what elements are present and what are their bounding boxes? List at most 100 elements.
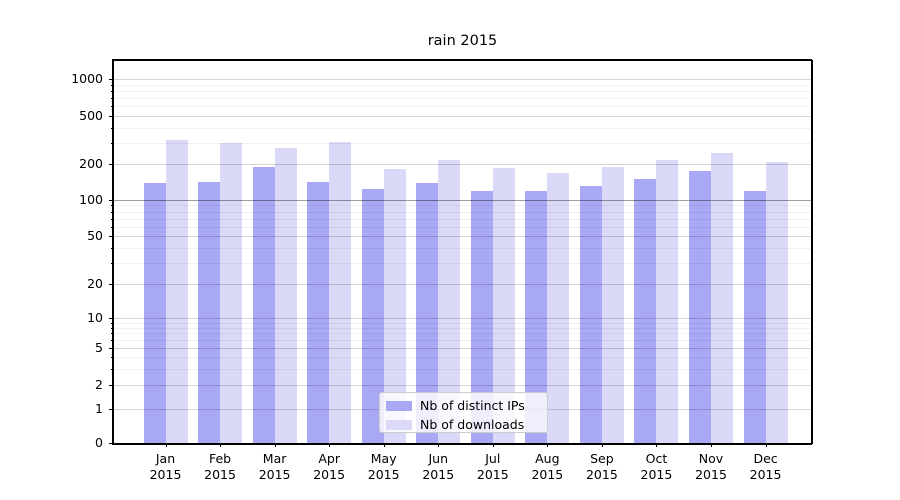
axis-spine-top (112, 59, 812, 61)
gridline (113, 79, 812, 80)
bar-distinct-ips (143, 182, 166, 443)
x-tick-mark (492, 443, 494, 447)
bar-downloads (220, 143, 243, 443)
y-tick-label: 100 (79, 192, 103, 207)
legend-swatch-distinct-ips (386, 400, 412, 411)
y-tick-mark (109, 385, 113, 386)
x-tick-mark (220, 443, 222, 447)
x-tick-label: Oct 2015 (640, 451, 673, 482)
bar-downloads (547, 173, 570, 443)
y-tick-label: 20 (87, 276, 103, 291)
y-tick-label: 50 (87, 228, 103, 243)
x-tick-label: Feb 2015 (204, 451, 236, 482)
gridline (113, 84, 812, 86)
y-minor-tick-mark (111, 84, 113, 86)
x-tick-label: Apr 2015 (313, 451, 346, 482)
plot-area (113, 60, 812, 443)
bar-distinct-ips (470, 190, 493, 443)
bar-downloads (711, 153, 733, 443)
bar-downloads (492, 168, 515, 443)
gridline (113, 127, 812, 129)
y-tick-label: 10 (87, 310, 103, 325)
legend-label-distinct-ips: Nb of distinct IPs (420, 398, 525, 413)
y-tick-mark (109, 164, 113, 165)
legend-label-downloads: Nb of downloads (420, 417, 525, 432)
legend-item-distinct-ips: Nb of distinct IPs (386, 398, 547, 413)
y-tick-mark (109, 79, 113, 80)
bar-downloads (383, 169, 406, 443)
y-tick-mark (109, 348, 113, 349)
gridline (113, 340, 812, 342)
x-tick-label: Sep 2015 (585, 451, 618, 482)
bar-distinct-ips (198, 182, 221, 443)
y-minor-tick-mark (111, 226, 113, 228)
x-tick-label: Nov 2015 (695, 451, 727, 482)
bar-downloads (765, 161, 788, 443)
x-tick-mark (383, 443, 385, 447)
y-tick-label: 5 (95, 340, 103, 355)
y-minor-tick-mark (111, 333, 113, 335)
x-tick-mark (656, 443, 658, 447)
gridline (113, 218, 812, 220)
y-minor-tick-mark (111, 340, 113, 342)
x-tick-mark (601, 443, 603, 447)
y-minor-tick-mark (111, 98, 113, 100)
gridline (113, 98, 812, 100)
x-tick-label: Jul 2015 (476, 451, 509, 482)
y-minor-tick-mark (111, 322, 113, 324)
axis-spine-left (112, 60, 114, 444)
gridline (113, 333, 812, 335)
y-minor-tick-mark (111, 106, 113, 108)
gridline (113, 116, 812, 117)
gridline (113, 322, 812, 324)
bar-distinct-ips (307, 182, 330, 443)
gridline (113, 247, 812, 249)
y-tick-mark (109, 318, 113, 319)
y-minor-tick-mark (111, 127, 113, 129)
bar-downloads (329, 142, 352, 443)
x-tick-mark (765, 443, 767, 447)
y-minor-tick-mark (111, 247, 113, 249)
gridline (113, 284, 812, 285)
legend-item-downloads: Nb of downloads (386, 417, 547, 432)
y-minor-tick-mark (111, 357, 113, 358)
y-minor-tick-mark (111, 142, 113, 144)
gridline (113, 236, 812, 237)
y-minor-tick-mark (111, 205, 113, 207)
gridline (113, 205, 812, 207)
y-tick-mark (109, 408, 113, 410)
bar-distinct-ips (579, 185, 602, 443)
y-tick-mark (109, 236, 113, 237)
bar-distinct-ips (743, 190, 766, 443)
axis-spine-bottom (112, 443, 812, 445)
bar-distinct-ips (689, 171, 711, 443)
bar-downloads (601, 166, 624, 443)
gridline (113, 90, 812, 92)
gridline (113, 226, 812, 228)
y-minor-tick-mark (111, 211, 113, 213)
gridline (113, 106, 812, 108)
y-minor-tick-mark (111, 90, 113, 92)
y-tick-label: 1000 (71, 71, 103, 86)
bar-distinct-ips (525, 190, 548, 443)
x-tick-mark (329, 443, 331, 447)
gridline (113, 142, 812, 144)
y-tick-mark (109, 443, 113, 444)
x-tick-label: Jan 2015 (149, 451, 182, 482)
bar-downloads (656, 159, 679, 443)
gridline (113, 385, 812, 386)
y-minor-tick-mark (111, 368, 113, 370)
x-tick-label: Mar 2015 (258, 451, 291, 482)
gridline (113, 211, 812, 213)
gridline (113, 348, 812, 349)
y-minor-tick-mark (111, 327, 113, 329)
legend: Nb of distinct IPs Nb of downloads (379, 392, 548, 433)
gridline (113, 164, 812, 165)
x-tick-mark (438, 443, 440, 447)
y-minor-tick-mark (111, 262, 113, 264)
x-tick-label: Jun 2015 (422, 451, 455, 482)
y-tick-label: 0 (95, 435, 103, 450)
gridline (113, 357, 812, 358)
x-tick-label: Aug 2015 (531, 451, 564, 482)
x-tick-label: Dec 2015 (749, 451, 782, 482)
